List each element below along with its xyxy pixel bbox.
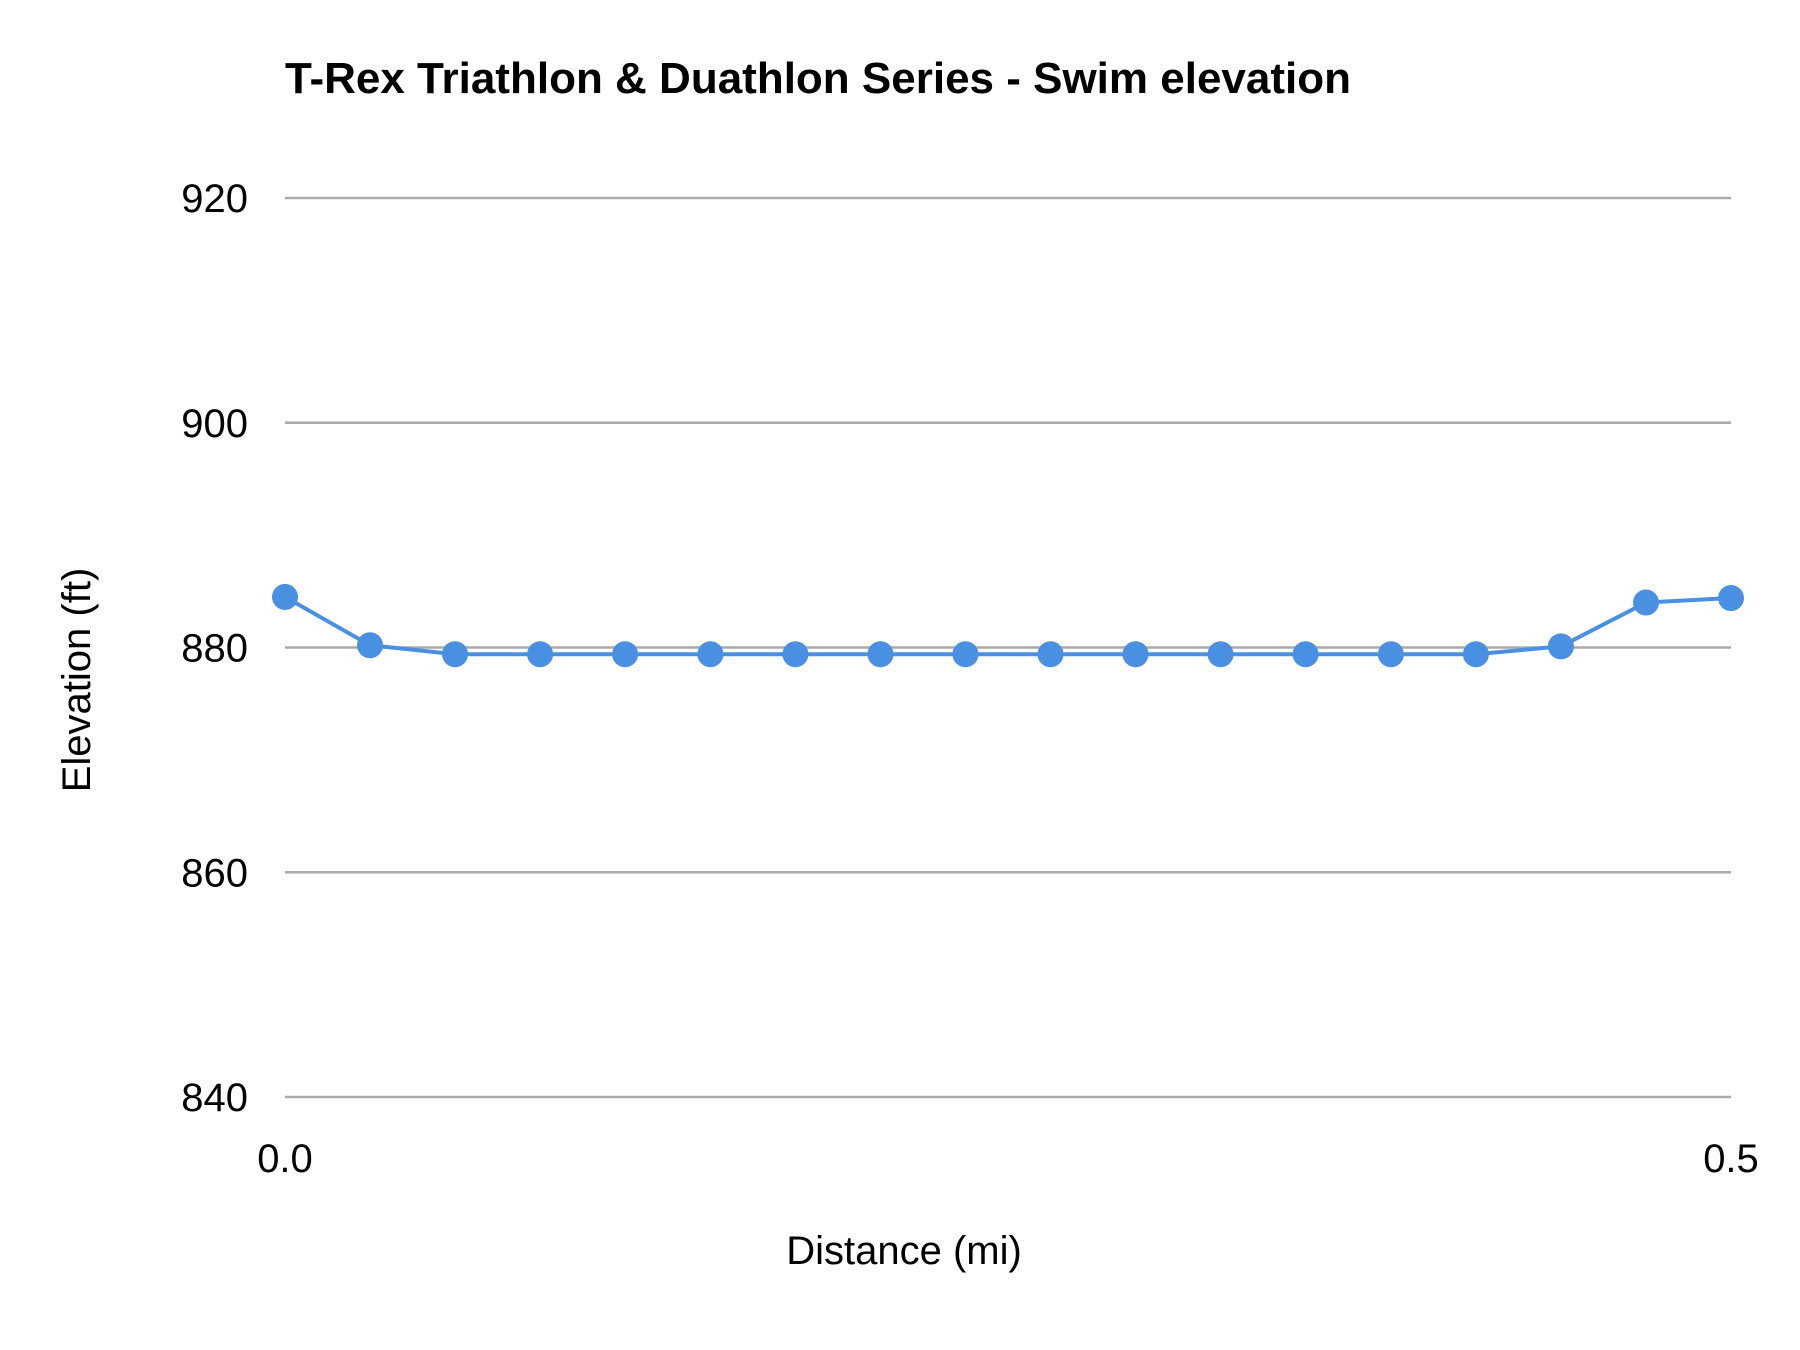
data-point <box>952 641 979 668</box>
data-point <box>1037 641 1064 668</box>
data-point <box>1292 641 1319 668</box>
data-point <box>272 583 298 610</box>
x-axis-ticks: 0.0 0.5 <box>257 1137 1759 1181</box>
gridlines <box>285 196 1731 1099</box>
data-point <box>1632 589 1659 616</box>
x-axis-label: Distance (mi) <box>786 1229 1022 1273</box>
data-point <box>527 641 554 668</box>
data-point <box>697 641 724 668</box>
chart-title: T-Rex Triathlon & Duathlon Series - Swim… <box>285 54 1351 103</box>
data-point <box>612 641 639 668</box>
x-tick-label: 0.0 <box>257 1137 313 1181</box>
data-point <box>1718 585 1744 612</box>
y-tick-label: 860 <box>181 851 248 895</box>
data-point <box>1462 641 1489 668</box>
series-elevation <box>272 583 1744 668</box>
data-point <box>867 641 894 668</box>
x-tick-label: 0.5 <box>1703 1137 1759 1181</box>
data-point <box>782 641 809 668</box>
data-point <box>1122 641 1149 668</box>
y-axis-label: Elevation (ft) <box>55 568 99 793</box>
y-tick-label: 920 <box>181 177 248 221</box>
series-line <box>284 595 1732 657</box>
data-point <box>442 641 469 668</box>
y-tick-label: 880 <box>181 627 248 671</box>
y-tick-label: 840 <box>181 1076 248 1120</box>
y-axis-ticks: 840 860 880 900 920 <box>181 177 248 1120</box>
data-point <box>357 632 384 659</box>
data-point <box>1377 641 1404 668</box>
data-point <box>1547 633 1574 660</box>
y-tick-label: 900 <box>181 402 248 446</box>
data-point <box>1207 641 1234 668</box>
